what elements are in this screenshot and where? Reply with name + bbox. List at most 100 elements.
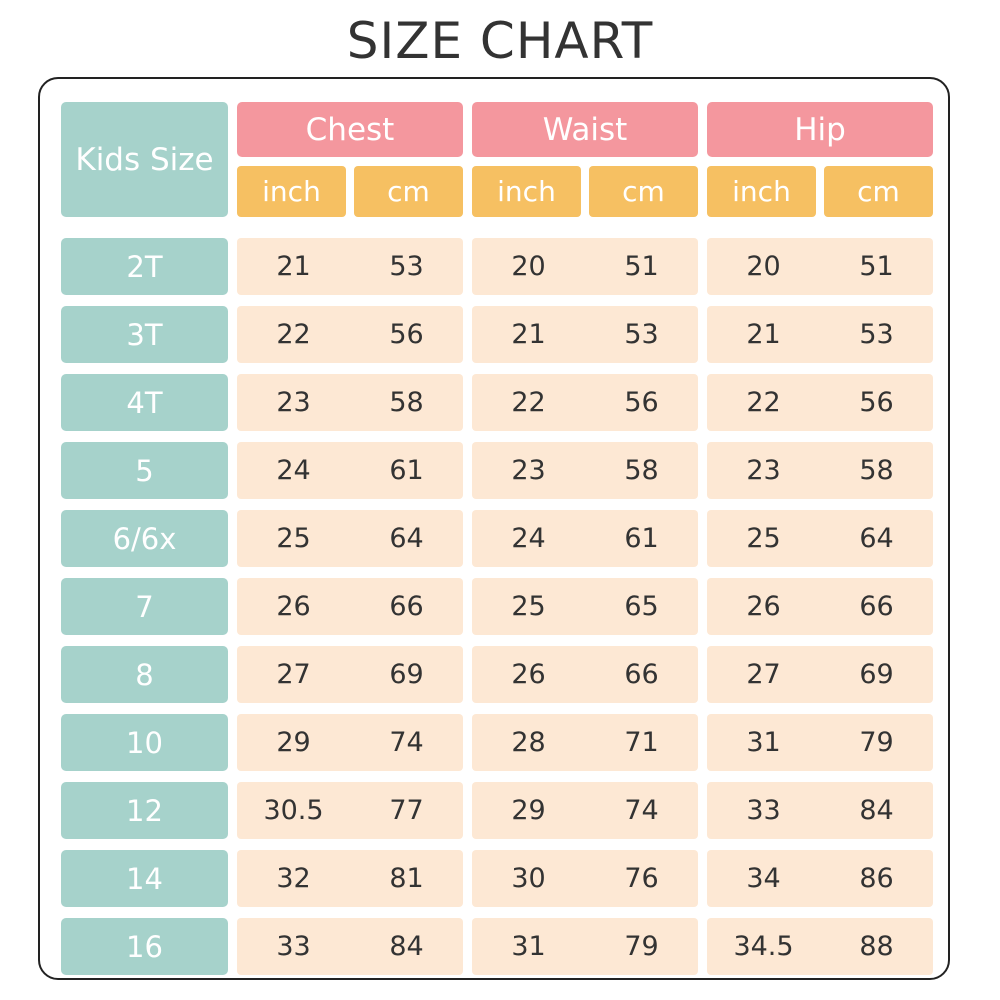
value-inch: 30.5	[263, 795, 324, 826]
value-inch: 21	[746, 319, 781, 350]
value-cell-waist: 24 61	[472, 510, 698, 567]
header-measure-name: Hip	[707, 102, 933, 157]
header-units: inch cm	[237, 166, 463, 217]
value-inch: 29	[276, 727, 311, 758]
value-inch: 34	[746, 863, 781, 894]
value-inch: 22	[511, 387, 546, 418]
value-inch: 24	[511, 523, 546, 554]
value-cm: 64	[389, 523, 424, 554]
value-inch: 34.5	[733, 931, 794, 962]
size-label: 7	[61, 578, 228, 635]
value-inch: 28	[511, 727, 546, 758]
value-cm: 56	[624, 387, 659, 418]
size-label: 4T	[61, 374, 228, 431]
value-inch: 26	[276, 591, 311, 622]
value-cell-chest: 27 69	[237, 646, 463, 703]
value-cell-chest: 26 66	[237, 578, 463, 635]
size-label: 14	[61, 850, 228, 907]
value-cell-chest: 33 84	[237, 918, 463, 975]
value-cell-waist: 22 56	[472, 374, 698, 431]
value-cm: 74	[389, 727, 424, 758]
value-cell-hip: 25 64	[707, 510, 933, 567]
size-label: 3T	[61, 306, 228, 363]
value-inch: 21	[511, 319, 546, 350]
value-inch: 23	[511, 455, 546, 486]
value-cm: 53	[859, 319, 894, 350]
value-cell-chest: 32 81	[237, 850, 463, 907]
value-cell-waist: 29 74	[472, 782, 698, 839]
header-group-hip: Hip inch cm	[707, 102, 933, 217]
value-cell-hip: 22 56	[707, 374, 933, 431]
value-inch: 22	[746, 387, 781, 418]
value-cm: 79	[859, 727, 894, 758]
value-cm: 53	[389, 251, 424, 282]
header-measure-name: Chest	[237, 102, 463, 157]
value-cell-hip: 26 66	[707, 578, 933, 635]
value-cell-chest: 22 56	[237, 306, 463, 363]
size-label: 10	[61, 714, 228, 771]
value-cell-waist: 28 71	[472, 714, 698, 771]
value-cell-waist: 20 51	[472, 238, 698, 295]
value-inch: 33	[276, 931, 311, 962]
value-cm: 77	[389, 795, 424, 826]
value-inch: 30	[511, 863, 546, 894]
value-cell-hip: 27 69	[707, 646, 933, 703]
value-inch: 31	[746, 727, 781, 758]
value-cm: 65	[624, 591, 659, 622]
header-kids-size: Kids Size	[61, 102, 228, 217]
table-frame	[38, 77, 950, 980]
value-cell-waist: 31 79	[472, 918, 698, 975]
value-cell-hip: 31 79	[707, 714, 933, 771]
value-inch: 29	[511, 795, 546, 826]
value-cell-waist: 21 53	[472, 306, 698, 363]
value-inch: 25	[276, 523, 311, 554]
value-cell-hip: 34 86	[707, 850, 933, 907]
value-cell-hip: 20 51	[707, 238, 933, 295]
value-inch: 24	[276, 455, 311, 486]
value-inch: 21	[276, 251, 311, 282]
value-cm: 51	[859, 251, 894, 282]
header-unit: cm	[589, 166, 698, 217]
value-inch: 23	[746, 455, 781, 486]
value-cell-chest: 24 61	[237, 442, 463, 499]
size-table: Kids Size Chest inch cm Waist inch cm Hip inch cm…	[61, 102, 933, 975]
value-cell-hip: 33 84	[707, 782, 933, 839]
size-label: 8	[61, 646, 228, 703]
value-cell-chest: 23 58	[237, 374, 463, 431]
value-cell-hip: 34.5 88	[707, 918, 933, 975]
size-label: 2T	[61, 238, 228, 295]
value-cm: 53	[624, 319, 659, 350]
header-unit: inch	[472, 166, 581, 217]
value-cm: 74	[624, 795, 659, 826]
value-cm: 81	[389, 863, 424, 894]
header-units: inch cm	[707, 166, 933, 217]
size-label: 6/6x	[61, 510, 228, 567]
value-cell-chest: 30.5 77	[237, 782, 463, 839]
header-group-chest: Chest inch cm	[237, 102, 463, 217]
size-label: 16	[61, 918, 228, 975]
value-inch: 20	[746, 251, 781, 282]
value-cm: 58	[389, 387, 424, 418]
value-inch: 20	[511, 251, 546, 282]
value-cm: 61	[624, 523, 659, 554]
value-cell-waist: 25 65	[472, 578, 698, 635]
value-cm: 86	[859, 863, 894, 894]
size-label: 12	[61, 782, 228, 839]
value-cell-chest: 29 74	[237, 714, 463, 771]
value-cm: 64	[859, 523, 894, 554]
value-cm: 84	[389, 931, 424, 962]
value-cm: 58	[624, 455, 659, 486]
value-cell-hip: 23 58	[707, 442, 933, 499]
value-inch: 26	[746, 591, 781, 622]
value-cm: 71	[624, 727, 659, 758]
size-label: 5	[61, 442, 228, 499]
value-cm: 56	[389, 319, 424, 350]
value-cm: 66	[389, 591, 424, 622]
header-group-waist: Waist inch cm	[472, 102, 698, 217]
value-cm: 79	[624, 931, 659, 962]
header-unit: inch	[237, 166, 346, 217]
value-cm: 76	[624, 863, 659, 894]
value-inch: 23	[276, 387, 311, 418]
value-cell-waist: 26 66	[472, 646, 698, 703]
value-cm: 61	[389, 455, 424, 486]
